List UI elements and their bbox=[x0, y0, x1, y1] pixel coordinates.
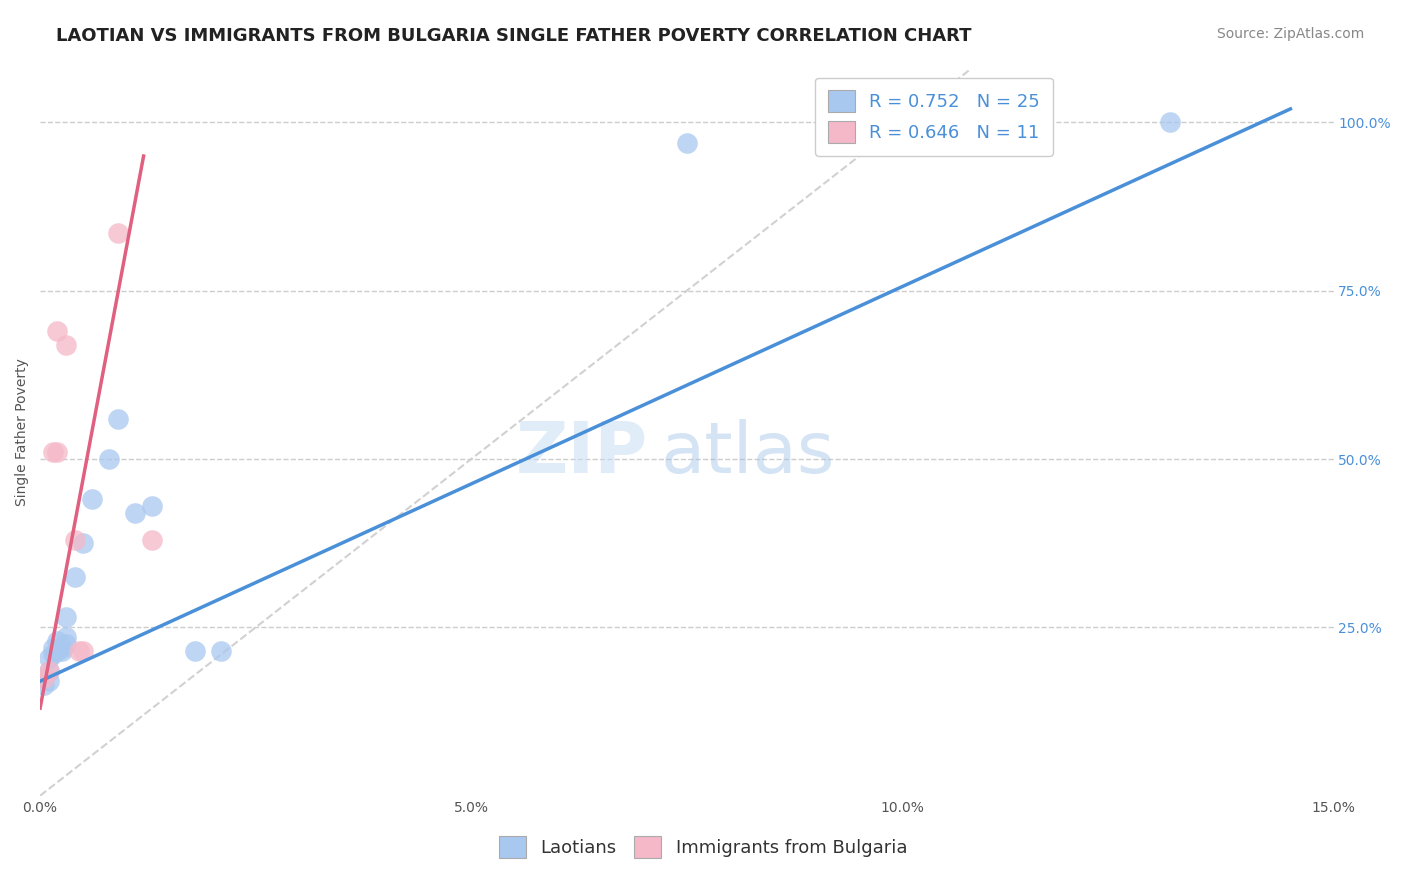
Point bbox=[38, 664, 60, 678]
Point bbox=[51, 640, 73, 655]
Point bbox=[34, 677, 56, 691]
Point bbox=[67, 644, 90, 658]
Point bbox=[38, 664, 60, 678]
Point bbox=[107, 227, 129, 241]
Point bbox=[55, 637, 77, 651]
Text: Source: ZipAtlas.com: Source: ZipAtlas.com bbox=[1216, 27, 1364, 41]
Point bbox=[98, 452, 121, 467]
Legend: Laotians, Immigrants from Bulgaria: Laotians, Immigrants from Bulgaria bbox=[492, 829, 914, 865]
Point bbox=[42, 445, 65, 459]
Legend: R = 0.752   N = 25, R = 0.646   N = 11: R = 0.752 N = 25, R = 0.646 N = 11 bbox=[815, 78, 1053, 156]
Point bbox=[209, 644, 232, 658]
Point bbox=[38, 674, 60, 689]
Text: ZIP: ZIP bbox=[516, 419, 648, 489]
Text: atlas: atlas bbox=[661, 419, 835, 489]
Y-axis label: Single Father Poverty: Single Father Poverty bbox=[15, 359, 30, 506]
Point bbox=[184, 644, 207, 658]
Point bbox=[1159, 115, 1181, 129]
Point bbox=[46, 644, 69, 658]
Point bbox=[55, 631, 77, 645]
Point bbox=[141, 533, 163, 547]
Point bbox=[107, 411, 129, 425]
Point bbox=[55, 610, 77, 624]
Point bbox=[51, 644, 73, 658]
Point bbox=[72, 536, 94, 550]
Point bbox=[46, 324, 69, 338]
Point bbox=[34, 671, 56, 685]
Point bbox=[63, 570, 86, 584]
Point bbox=[80, 492, 103, 507]
Point bbox=[63, 533, 86, 547]
Point bbox=[42, 640, 65, 655]
Point bbox=[675, 136, 697, 150]
Point bbox=[55, 337, 77, 351]
Text: LAOTIAN VS IMMIGRANTS FROM BULGARIA SINGLE FATHER POVERTY CORRELATION CHART: LAOTIAN VS IMMIGRANTS FROM BULGARIA SING… bbox=[56, 27, 972, 45]
Point bbox=[46, 445, 69, 459]
Point bbox=[46, 633, 69, 648]
Point bbox=[34, 671, 56, 685]
Point bbox=[124, 506, 146, 520]
Point bbox=[72, 644, 94, 658]
Point bbox=[38, 650, 60, 665]
Point bbox=[141, 499, 163, 513]
Point bbox=[42, 648, 65, 662]
